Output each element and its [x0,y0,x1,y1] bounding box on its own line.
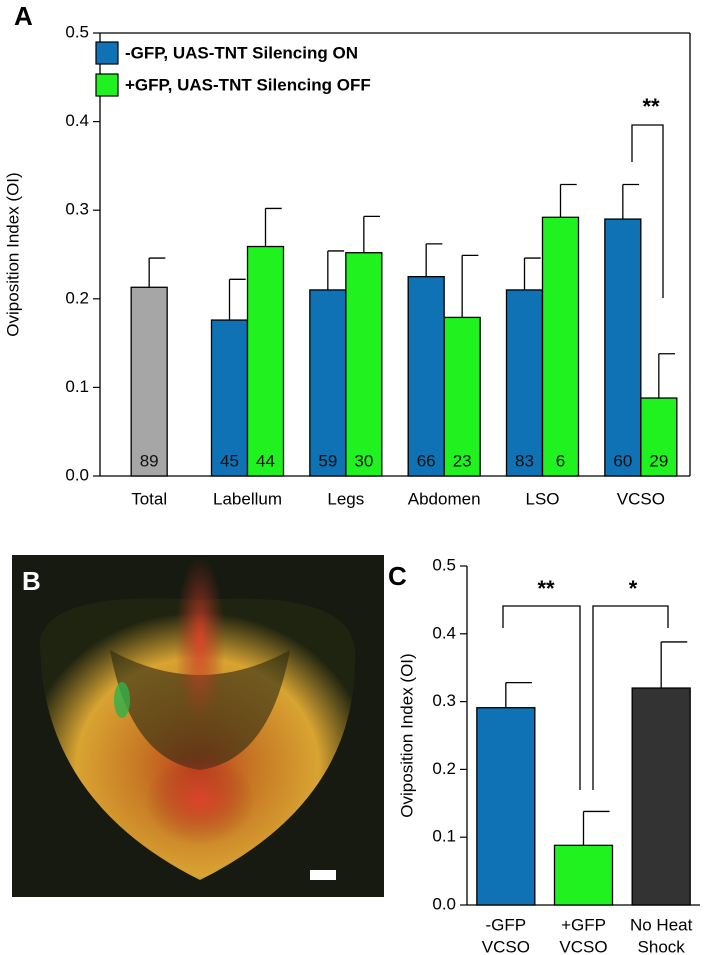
sample-size: 23 [453,451,472,470]
x-tick-label: Legs [327,489,364,508]
sample-size: 60 [613,451,632,470]
bar [246,245,285,477]
significance-label: * [629,576,638,601]
x-tick-label: VCSO [559,937,607,955]
error-bar [461,254,479,318]
legend-label: +GFP, UAS-TNT Silencing OFF [125,75,371,94]
panel-label: B [22,566,41,596]
bar-chart: C Oviposition Index (OI) 0.0 0.1 0.2 0.3 0.4 0.… [388,555,700,955]
scale-bar [310,870,336,880]
legend-swatch [95,73,119,97]
error-bar [363,215,381,253]
sample-size: 45 [220,451,239,470]
y-tick-label: 0.2 [65,288,89,307]
y-tick-label: 0.1 [65,377,89,396]
error-bar [505,681,532,708]
x-tick-label: No Heat [630,915,693,934]
sample-size: 59 [318,451,337,470]
x-tick-label: Abdomen [408,489,481,508]
panel-label: A [14,1,33,31]
sample-size: 44 [256,451,275,470]
error-bar [660,641,688,689]
significance-bracket [631,124,664,298]
bar [309,289,347,477]
significance-bracket [502,605,581,790]
x-tick-label: LSO [525,489,559,508]
image-panel: B [12,555,384,897]
y-tick-label: 0.0 [432,894,456,913]
y-tick-label: 0.5 [432,555,456,574]
y-axis-label: Oviposition Index (OI) [397,653,416,817]
x-tick-label: VCSO [482,937,530,955]
error-bar [658,353,676,399]
bar [210,319,249,477]
x-tick-label: -GFP [486,915,527,934]
y-tick-label: 0.5 [65,22,89,41]
error-bar [523,257,541,290]
x-tick-label: Labellum [213,489,282,508]
significance-label: ** [642,94,660,119]
bar [443,316,481,477]
sample-size: 89 [140,451,159,470]
y-tick-label: 0.2 [432,759,456,778]
x-tick-label: Total [131,489,167,508]
bar [345,252,383,477]
x-tick-label: VCSO [617,489,665,508]
error-bar [582,810,610,846]
sample-size: 6 [556,451,565,470]
bar [631,687,691,906]
error-bar [228,278,246,321]
bar [407,275,445,477]
bar [604,218,642,477]
bar [476,707,536,906]
sample-size: 29 [649,451,668,470]
bar [130,286,168,477]
error-bar [425,243,443,277]
micrograph-red-region [145,755,255,845]
error-bar [148,257,166,288]
micrograph-red-column [175,555,225,725]
bar [505,289,544,477]
y-tick-label: 0.4 [432,623,456,642]
bar [640,397,678,477]
y-tick-label: 0.4 [65,111,89,130]
error-bar [622,183,640,220]
sample-size: 66 [417,451,436,470]
panel-label: C [388,561,407,591]
bar-chart: A Oviposition Index (OI) 0.0 0.1 0.2 0.3 0.4 0.… [3,1,691,508]
bar [541,216,580,477]
y-tick-label: 0.0 [65,465,89,484]
y-tick-label: 0.3 [432,691,456,710]
y-tick-label: 0.1 [432,827,456,846]
bar [553,844,614,906]
sample-size: 83 [515,451,534,470]
y-tick-label: 0.3 [65,200,89,219]
x-tick-label: Shock [638,937,686,955]
error-bar [264,207,282,247]
significance-bracket [592,605,669,790]
micrograph-green-spot [114,682,130,718]
significance-label: ** [537,576,555,601]
y-axis-label: Oviposition Index (OI) [3,172,22,336]
error-bar [327,250,345,290]
error-bar [559,183,577,218]
sample-size: 30 [354,451,373,470]
x-tick-label: +GFP [561,915,606,934]
legend-label: -GFP, UAS-TNT Silencing ON [125,43,358,62]
legend-swatch [95,41,119,65]
